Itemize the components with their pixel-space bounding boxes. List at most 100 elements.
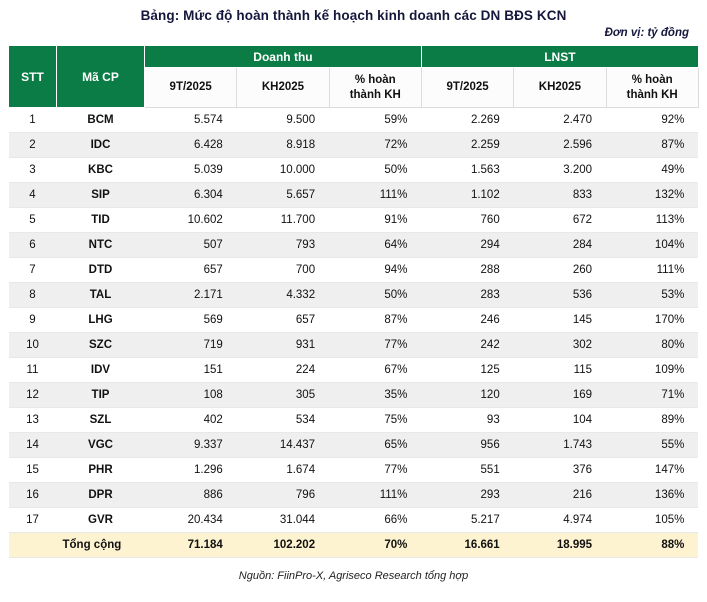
value-cell: 551: [421, 457, 514, 483]
stt-cell: 14: [8, 432, 57, 458]
table-row: 17 GVR 20.434 31.044 66% 5.217 4.974 105%: [8, 507, 699, 533]
value-cell: 5.657: [236, 182, 330, 208]
table-row: 9 LHG 569 657 87% 246 145 170%: [8, 307, 699, 333]
stt-cell: 16: [8, 482, 57, 508]
value-cell: 11.700: [236, 207, 330, 233]
ticker-cell: IDV: [56, 357, 145, 383]
ticker-cell: TID: [56, 207, 145, 233]
value-cell: 700: [236, 257, 330, 283]
value-cell: 115: [513, 357, 607, 383]
pct-cell: 71%: [606, 382, 699, 408]
value-cell: 2.171: [144, 282, 237, 308]
value-cell: 534: [236, 407, 330, 433]
pct-cell: 66%: [329, 507, 422, 533]
pct-cell: 59%: [329, 107, 422, 133]
value-cell: 1.743: [513, 432, 607, 458]
ticker-cell: BCM: [56, 107, 145, 133]
table-body: 1 BCM 5.574 9.500 59% 2.269 2.470 92% 2 IDC 6.428 8…: [8, 107, 699, 558]
table-row: 1 BCM 5.574 9.500 59% 2.269 2.470 92%: [8, 107, 699, 133]
page-title: Bảng: Mức độ hoàn thành kế hoạch kinh do…: [140, 8, 567, 23]
value-cell: 9.500: [236, 107, 330, 133]
value-cell: 6.304: [144, 182, 237, 208]
value-cell: 216: [513, 482, 607, 508]
value-cell: 108: [144, 382, 237, 408]
value-cell: 657: [236, 307, 330, 333]
pct-cell: 55%: [606, 432, 699, 458]
pct-cell: 77%: [329, 457, 422, 483]
value-cell: 10.000: [236, 157, 330, 183]
stt-cell: 11: [8, 357, 57, 383]
stt-cell: 17: [8, 507, 57, 533]
pct-cell: 88%: [606, 532, 699, 558]
pct-cell: 104%: [606, 232, 699, 258]
stt-cell: 7: [8, 257, 57, 283]
value-cell: 507: [144, 232, 237, 258]
value-cell: 2.269: [421, 107, 514, 133]
value-cell: 104: [513, 407, 607, 433]
value-cell: 2.470: [513, 107, 607, 133]
pct-cell: 111%: [329, 182, 422, 208]
ticker-cell: IDC: [56, 132, 145, 158]
value-cell: 16.661: [421, 532, 514, 558]
pct-cell: 113%: [606, 207, 699, 233]
pct-cell: 132%: [606, 182, 699, 208]
stt-cell: 2: [8, 132, 57, 158]
source-note: Nguồn: FiinPro-X, Agriseco Research tổng…: [238, 570, 469, 582]
value-cell: 796: [236, 482, 330, 508]
value-cell: 302: [513, 332, 607, 358]
table-row: 7 DTD 657 700 94% 288 260 111%: [8, 257, 699, 283]
value-cell: 793: [236, 232, 330, 258]
value-cell: 294: [421, 232, 514, 258]
value-cell: 20.434: [144, 507, 237, 533]
value-cell: 376: [513, 457, 607, 483]
stt-cell: 10: [8, 332, 57, 358]
pct-cell: 105%: [606, 507, 699, 533]
table-row: 13 SZL 402 534 75% 93 104 89%: [8, 407, 699, 433]
ticker-cell: KBC: [56, 157, 145, 183]
stt-cell: 9: [8, 307, 57, 333]
ticker-cell: LHG: [56, 307, 145, 333]
stt-cell: 4: [8, 182, 57, 208]
pct-cell: 50%: [329, 282, 422, 308]
ticker-cell: DTD: [56, 257, 145, 283]
ticker-cell: TIP: [56, 382, 145, 408]
value-cell: 145: [513, 307, 607, 333]
table-row: 10 SZC 719 931 77% 242 302 80%: [8, 332, 699, 358]
value-cell: 4.332: [236, 282, 330, 308]
value-cell: 672: [513, 207, 607, 233]
pct-cell: 94%: [329, 257, 422, 283]
value-cell: 224: [236, 357, 330, 383]
table-row: 2 IDC 6.428 8.918 72% 2.259 2.596 87%: [8, 132, 699, 158]
value-cell: 71.184: [144, 532, 237, 558]
completion-table: STT Mã CP Doanh thu LNST 9T/2025 KH2025 …: [8, 45, 699, 558]
value-cell: 536: [513, 282, 607, 308]
pct-cell: 72%: [329, 132, 422, 158]
col-header-stt: STT: [8, 45, 57, 108]
total-row: Tổng cộng 71.184 102.202 70% 16.661 18.995 88%: [8, 532, 699, 558]
value-cell: 5.217: [421, 507, 514, 533]
table-row: 12 TIP 108 305 35% 120 169 71%: [8, 382, 699, 408]
value-cell: 293: [421, 482, 514, 508]
value-cell: 93: [421, 407, 514, 433]
pct-cell: 67%: [329, 357, 422, 383]
pct-cell: 91%: [329, 207, 422, 233]
col-header-rev-kh2025: KH2025: [236, 67, 330, 108]
value-cell: 305: [236, 382, 330, 408]
pct-cell: 147%: [606, 457, 699, 483]
value-cell: 402: [144, 407, 237, 433]
value-cell: 283: [421, 282, 514, 308]
pct-cell: 111%: [606, 257, 699, 283]
value-cell: 931: [236, 332, 330, 358]
pct-cell: 65%: [329, 432, 422, 458]
value-cell: 1.674: [236, 457, 330, 483]
pct-cell: 35%: [329, 382, 422, 408]
value-cell: 288: [421, 257, 514, 283]
pct-cell: 136%: [606, 482, 699, 508]
value-cell: 2.596: [513, 132, 607, 158]
pct-cell: 53%: [606, 282, 699, 308]
pct-cell: 50%: [329, 157, 422, 183]
value-cell: 242: [421, 332, 514, 358]
table-row: 4 SIP 6.304 5.657 111% 1.102 833 132%: [8, 182, 699, 208]
pct-cell: 87%: [329, 307, 422, 333]
